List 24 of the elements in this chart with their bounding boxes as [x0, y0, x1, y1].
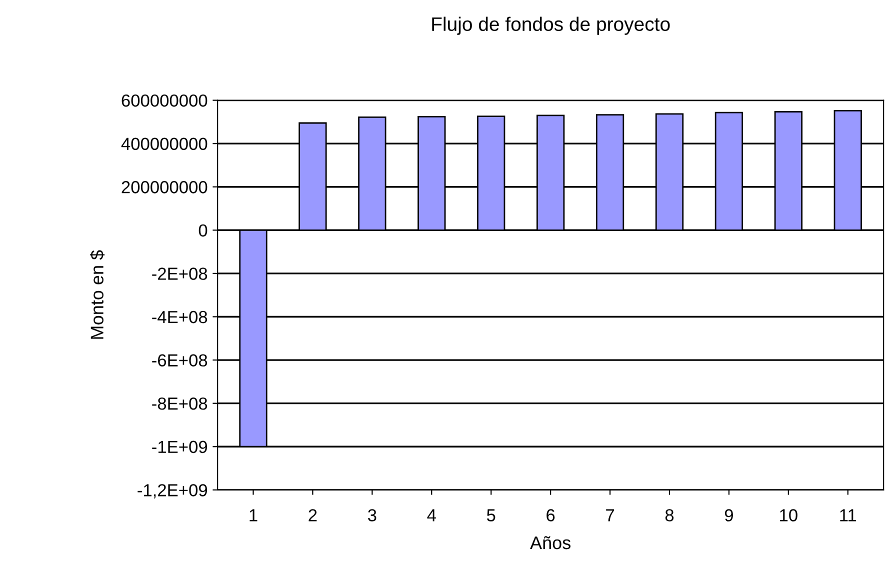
x-axis-title: Años — [530, 536, 570, 550]
y-tick-label: 200000000 — [122, 181, 208, 194]
x-tick-label: 7 — [606, 509, 614, 522]
y-tick-label: -4E+08 — [152, 310, 208, 324]
x-tick-label: 3 — [368, 509, 376, 522]
x-tick-label: 10 — [780, 509, 798, 522]
y-tick-label: 600000000 — [122, 94, 208, 107]
x-tick-label: 6 — [546, 509, 555, 522]
y-tick-label: -1E+09 — [152, 440, 208, 454]
y-tick-label: 0 — [198, 224, 208, 237]
x-tick-label: 4 — [427, 509, 436, 522]
x-tick-label: 5 — [486, 509, 496, 522]
chart-title: Flujo de fondos de proyecto — [432, 16, 670, 35]
y-axis-title: Monto en $ — [90, 250, 105, 339]
y-tick-label: 400000000 — [121, 138, 208, 150]
y-tick-label: -2E+08 — [152, 268, 208, 280]
y-tick-label: -1,2E+09 — [138, 484, 208, 498]
y-tick-label: -8E+08 — [152, 397, 208, 410]
x-tick-label: 1 — [250, 509, 258, 522]
x-tick-label: 9 — [724, 509, 733, 522]
x-tick-label: 11 — [840, 509, 856, 522]
y-tick-label: -6E+08 — [152, 354, 208, 366]
x-tick-label: 8 — [665, 509, 674, 522]
x-tick-label: 2 — [308, 509, 317, 522]
